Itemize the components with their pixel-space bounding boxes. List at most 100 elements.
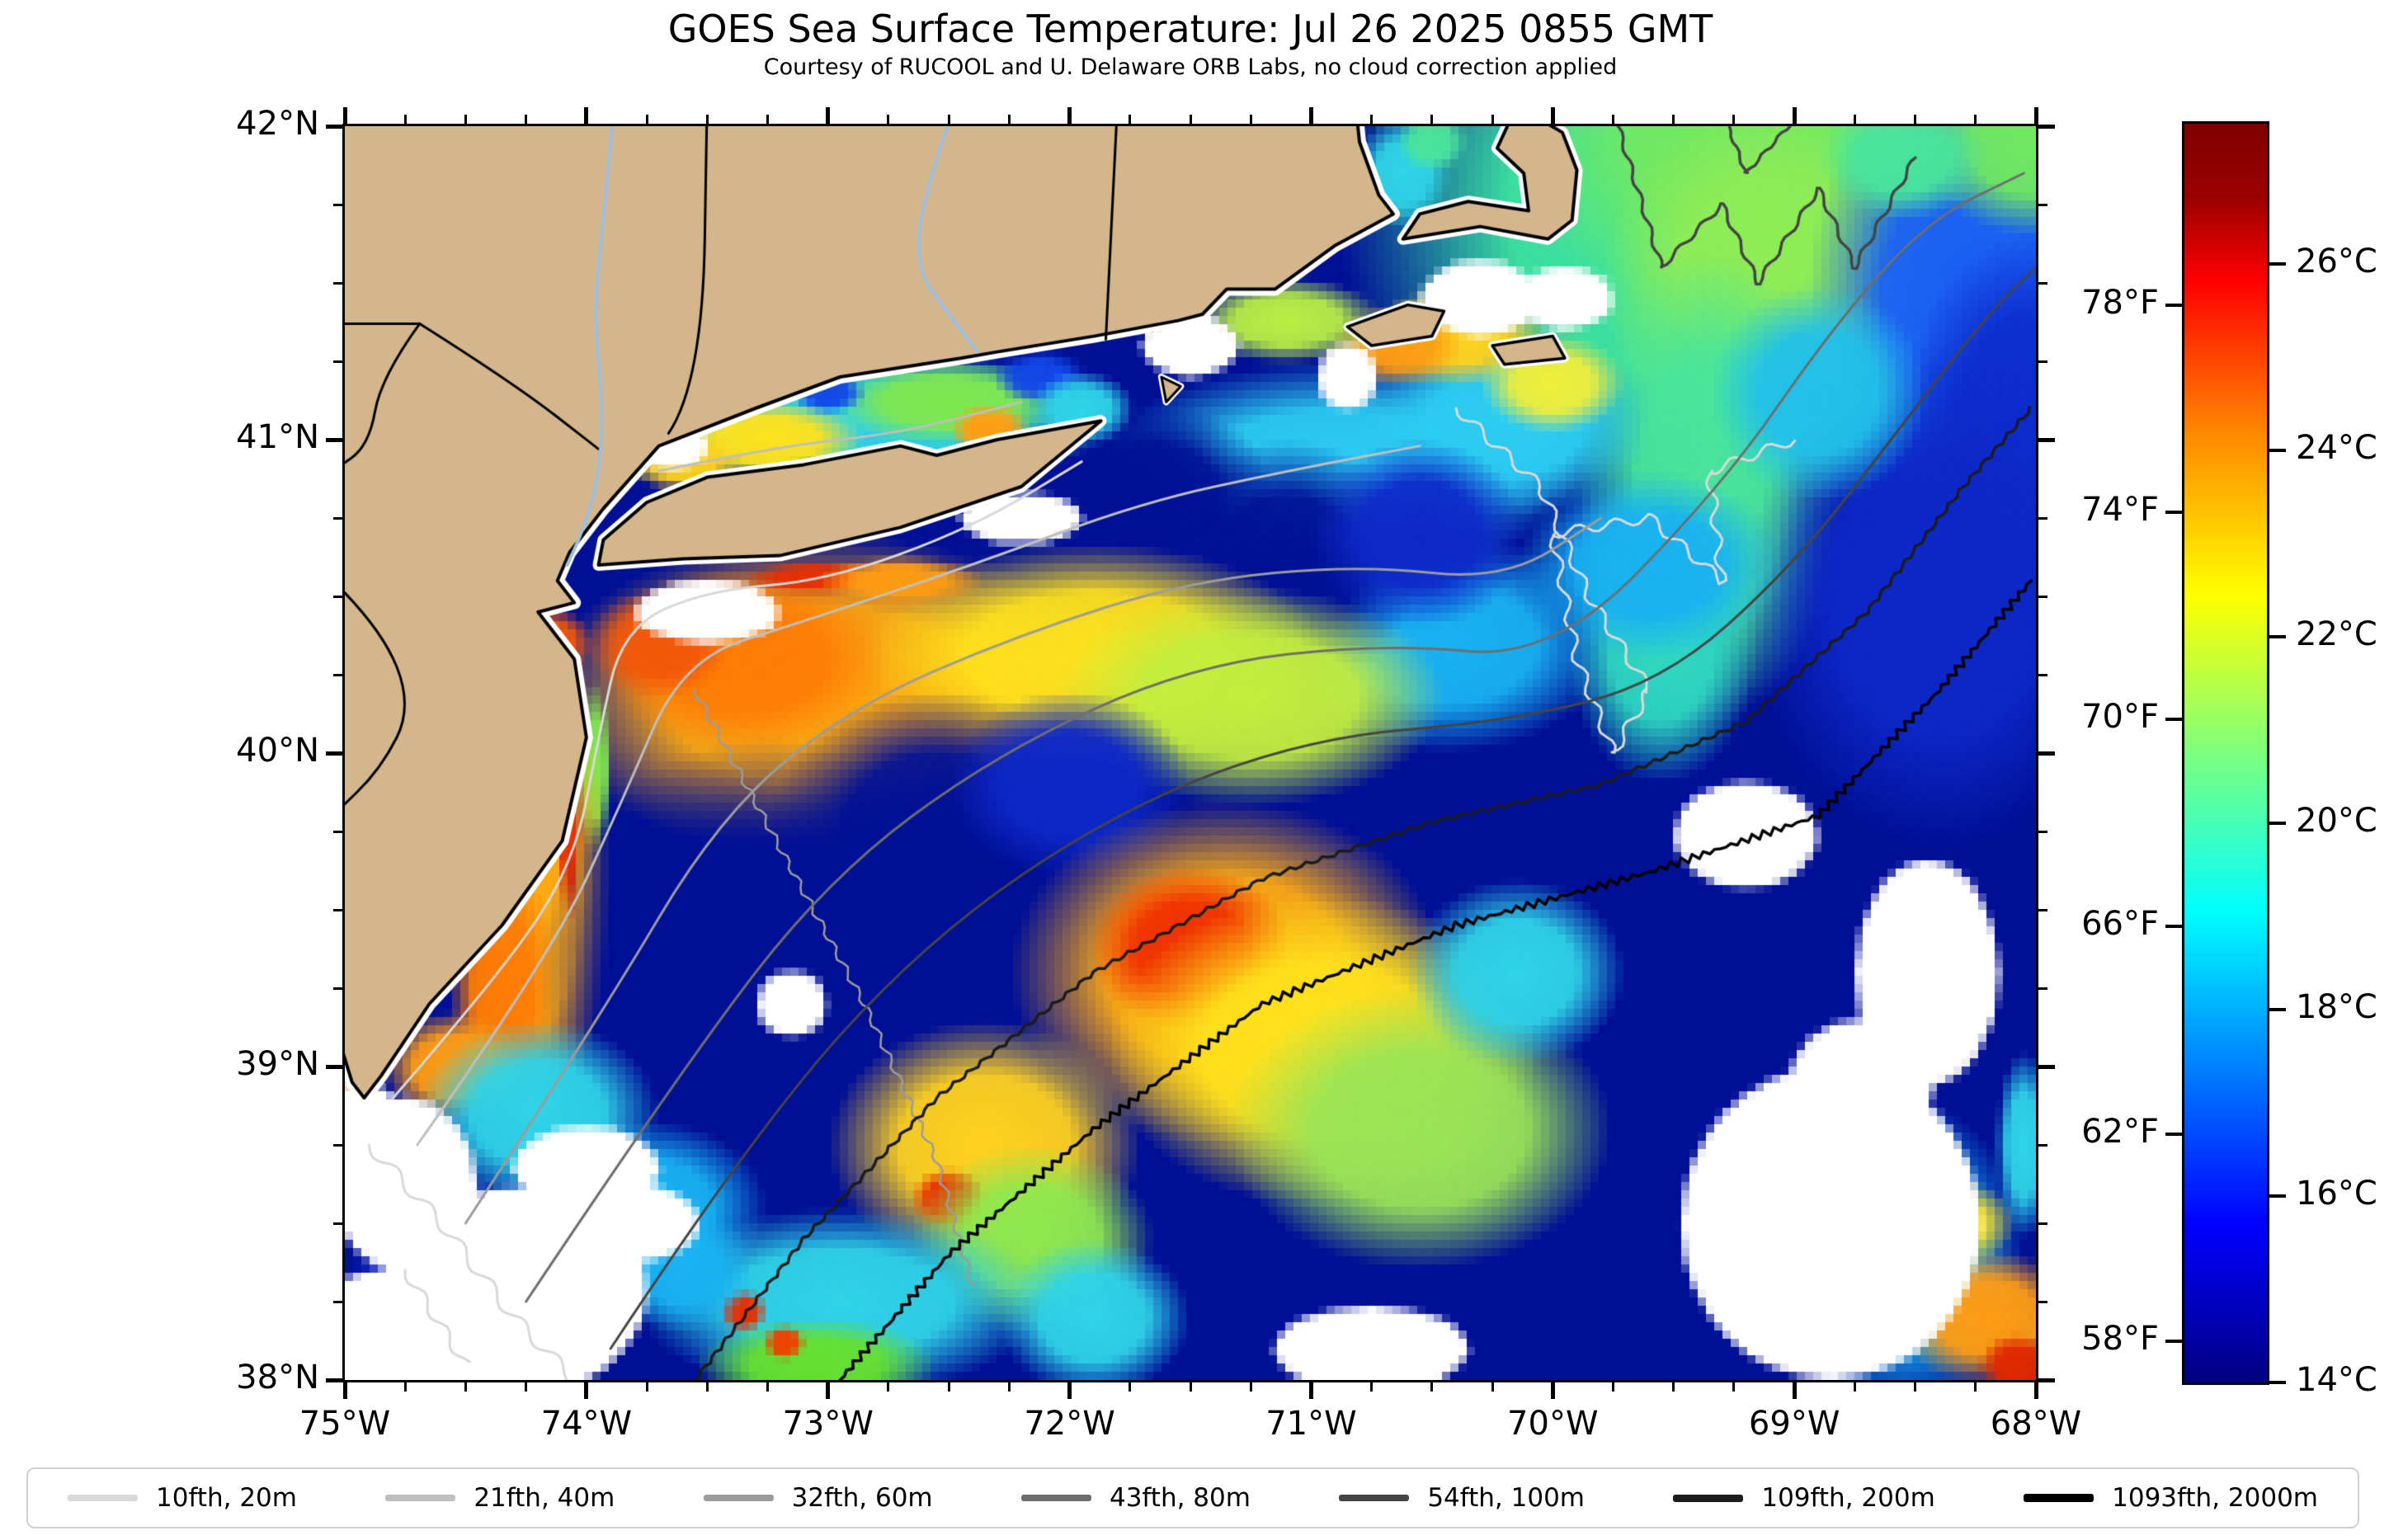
- y-tick-label: 38°N: [236, 1359, 319, 1396]
- x-minor-tick: [705, 1382, 709, 1392]
- y-minor-tick: [2038, 1300, 2047, 1303]
- y-minor-tick: [333, 516, 342, 520]
- colorbar-celsius-tick: [2269, 448, 2286, 452]
- x-minor-tick: [525, 1382, 528, 1392]
- x-major-tick: [2033, 1382, 2038, 1399]
- colorbar-fahrenheit-tick: [2165, 925, 2182, 929]
- x-minor-tick: [1430, 1382, 1434, 1392]
- colorbar-fahrenheit-label: 78°F: [2081, 283, 2159, 322]
- contour-line-swatch: [2024, 1494, 2094, 1502]
- x-minor-tick: [1732, 115, 1736, 124]
- y-minor-tick: [333, 1143, 342, 1147]
- y-minor-tick: [2038, 281, 2047, 285]
- x-major-tick: [1792, 1382, 1797, 1399]
- x-tick-label: 74°W: [540, 1405, 633, 1443]
- x-minor-tick: [645, 115, 648, 124]
- x-minor-tick: [1007, 115, 1011, 124]
- y-major-tick: [326, 124, 342, 129]
- y-major-tick: [326, 1378, 342, 1382]
- y-minor-tick: [2038, 595, 2047, 598]
- x-minor-tick: [403, 1382, 407, 1392]
- x-major-tick: [1550, 107, 1555, 124]
- y-major-tick: [326, 751, 342, 756]
- y-minor-tick: [333, 360, 342, 363]
- y-minor-tick: [333, 908, 342, 911]
- temperature-colorbar: [2182, 121, 2269, 1385]
- x-major-tick: [2033, 107, 2038, 124]
- y-major-tick: [326, 1064, 342, 1069]
- x-minor-tick: [1732, 1382, 1736, 1392]
- colorbar-fahrenheit-tick: [2165, 1132, 2182, 1136]
- colorbar-celsius-label: 20°C: [2296, 801, 2377, 840]
- x-major-tick: [342, 107, 347, 124]
- y-major-tick: [326, 437, 342, 442]
- x-minor-tick: [1914, 1382, 1917, 1392]
- y-minor-tick: [333, 830, 342, 833]
- legend-item: 43fth, 80m: [1020, 1483, 1251, 1513]
- colorbar-fahrenheit-tick: [2165, 510, 2182, 514]
- colorbar-celsius-label: 14°C: [2296, 1361, 2377, 1399]
- colorbar-fahrenheit-label: 74°F: [2081, 490, 2159, 529]
- y-minor-tick: [2038, 673, 2047, 676]
- colorbar-celsius-label: 24°C: [2296, 428, 2377, 467]
- contour-line-swatch: [385, 1495, 456, 1501]
- colorbar-celsius-label: 26°C: [2296, 242, 2377, 280]
- legend-label: 1093fth, 2000m: [2112, 1483, 2318, 1513]
- x-major-tick: [826, 107, 831, 124]
- figure-subtitle: Courtesy of RUCOOL and U. Delaware ORB L…: [763, 54, 1618, 80]
- x-minor-tick: [1189, 115, 1192, 124]
- legend-item: 32fth, 60m: [703, 1483, 933, 1513]
- y-minor-tick: [2038, 203, 2047, 206]
- x-minor-tick: [1007, 1382, 1011, 1392]
- legend-label: 32fth, 60m: [791, 1483, 933, 1513]
- y-minor-tick: [2038, 516, 2047, 520]
- colorbar-celsius-tick: [2269, 821, 2286, 825]
- x-minor-tick: [464, 115, 467, 124]
- colorbar-fahrenheit-tick: [2165, 1339, 2182, 1343]
- colorbar-celsius-tick: [2269, 261, 2286, 266]
- x-minor-tick: [1249, 1382, 1252, 1392]
- x-major-tick: [1067, 1382, 1072, 1399]
- bathymetry-legend: 10fth, 20m 21fth, 40m 32fth, 60m 43fth, 80m…: [26, 1467, 2359, 1528]
- legend-label: 54fth, 100m: [1427, 1483, 1586, 1513]
- y-major-tick: [2038, 124, 2055, 129]
- contour-line-swatch: [1339, 1495, 1410, 1501]
- x-minor-tick: [464, 1382, 467, 1392]
- colorbar-fahrenheit-label: 70°F: [2081, 698, 2159, 737]
- x-tick-label: 68°W: [1990, 1405, 2082, 1443]
- y-minor-tick: [333, 203, 342, 206]
- x-minor-tick: [1370, 115, 1374, 124]
- y-tick-label: 42°N: [236, 105, 319, 143]
- colorbar-celsius-tick: [2269, 1007, 2286, 1011]
- y-minor-tick: [333, 281, 342, 285]
- y-minor-tick: [2038, 360, 2047, 363]
- x-minor-tick: [766, 1382, 769, 1392]
- x-major-tick: [1550, 1382, 1555, 1399]
- x-tick-label: 69°W: [1748, 1405, 1840, 1443]
- x-minor-tick: [1974, 115, 1977, 124]
- x-minor-tick: [1491, 1382, 1494, 1392]
- y-minor-tick: [333, 987, 342, 990]
- contour-line-swatch: [68, 1495, 138, 1501]
- sst-map-canvas: [345, 126, 2036, 1380]
- x-minor-tick: [1189, 1382, 1192, 1392]
- y-major-tick: [2038, 1378, 2055, 1382]
- legend-item: 21fth, 40m: [385, 1483, 615, 1513]
- x-minor-tick: [1853, 115, 1856, 124]
- legend-item: 1093fth, 2000m: [2024, 1483, 2318, 1513]
- x-minor-tick: [1672, 1382, 1675, 1392]
- y-tick-label: 41°N: [236, 418, 319, 456]
- colorbar-celsius-label: 22°C: [2296, 615, 2377, 653]
- x-major-tick: [1308, 1382, 1313, 1399]
- colorbar-fahrenheit-label: 66°F: [2081, 905, 2159, 944]
- contour-line-swatch: [1020, 1495, 1091, 1501]
- y-minor-tick: [333, 595, 342, 598]
- contour-line-swatch: [1673, 1494, 1744, 1502]
- legend-label: 43fth, 80m: [1109, 1483, 1251, 1513]
- colorbar-fahrenheit-tick: [2165, 718, 2182, 722]
- y-minor-tick: [333, 1222, 342, 1225]
- y-minor-tick: [2038, 1222, 2047, 1225]
- x-minor-tick: [947, 1382, 950, 1392]
- x-major-tick: [1308, 107, 1313, 124]
